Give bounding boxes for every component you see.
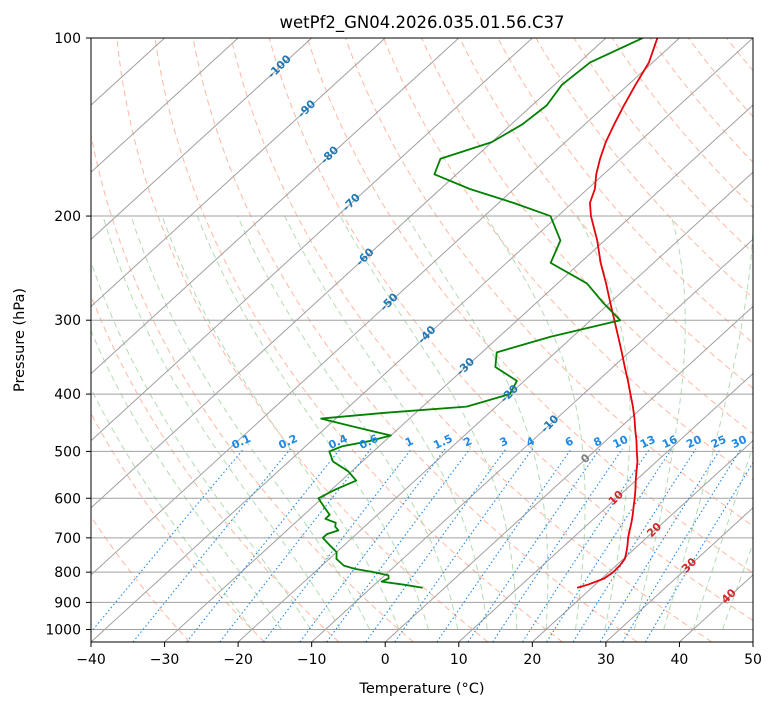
dry-adiabat <box>306 38 753 574</box>
mixing-ratio-line <box>467 448 601 642</box>
isotherm-line <box>91 38 313 241</box>
mixing-ratio-label: 20 <box>684 433 704 451</box>
isotherm-line <box>164 104 753 642</box>
mixing-ratio-label: 16 <box>660 433 680 451</box>
dry-adiabat <box>91 412 265 642</box>
isotherm-line <box>91 38 386 308</box>
isotherm-line <box>91 38 239 173</box>
x-tick-label: 30 <box>597 652 615 668</box>
y-tick-label: 600 <box>54 491 81 507</box>
isotherm-line <box>91 38 460 375</box>
y-tick-label: 300 <box>54 313 81 329</box>
mixing-ratio-line <box>436 448 572 642</box>
x-tick-label: −40 <box>76 652 106 668</box>
dry-adiabat <box>116 38 489 642</box>
moist-adiabat <box>663 216 753 630</box>
plot-frame <box>90 37 754 643</box>
y-tick-label: 500 <box>54 444 81 460</box>
mixing-ratio-line <box>394 448 534 642</box>
x-tick-label: 50 <box>744 652 762 668</box>
isotherm-line <box>91 38 533 442</box>
isotherm-line <box>311 238 753 642</box>
y-tick-label: 700 <box>54 531 81 547</box>
background-grid <box>91 38 753 642</box>
y-tick-label: 800 <box>54 565 81 581</box>
isotherm-line <box>384 305 753 642</box>
y-tick-label: 400 <box>54 387 81 403</box>
dewpoint-profile <box>317 38 644 589</box>
moist-adiabat <box>102 215 341 630</box>
isotherm-line <box>531 439 753 642</box>
dry-adiabat <box>91 132 414 642</box>
mixing-ratio-line <box>299 448 446 642</box>
x-tick-label: 40 <box>671 652 689 668</box>
dry-adiabat <box>192 38 638 642</box>
mixing-ratio-line <box>492 448 623 642</box>
isotherm-line <box>91 38 753 642</box>
isotherm-line <box>605 507 753 642</box>
mixing-ratio-line <box>219 448 372 642</box>
x-tick-label: 20 <box>523 652 541 668</box>
x-tick-label: −30 <box>150 652 180 668</box>
y-axis-label: Pressure (hPa) <box>12 288 28 392</box>
isotherm-line <box>91 38 680 576</box>
mixing-ratio-label: 25 <box>709 433 728 451</box>
y-tick-label: 200 <box>54 209 81 225</box>
y-tick-label: 900 <box>54 595 81 611</box>
dry-adiabat <box>344 38 753 527</box>
y-tick-label: 1000 <box>45 622 81 638</box>
chart-title: wetPf2_GN04.2026.035.01.56.C37 <box>280 13 565 33</box>
isotherm-line <box>237 171 753 642</box>
dry-adiabat <box>268 38 753 622</box>
dry-adiabat <box>91 515 191 642</box>
x-tick-label: −20 <box>223 652 253 668</box>
mixing-ratio-label: 36 <box>750 433 770 451</box>
x-tick-label: 10 <box>450 652 468 668</box>
temperature-profile <box>576 38 659 589</box>
dry-adiabat <box>154 38 563 642</box>
mixing-ratio-line <box>132 448 291 642</box>
axes: −40 −30 −20 −10 0 10 20 30 40 50 100 200 300 400 500 60… <box>45 31 762 668</box>
mixing-ratio-line <box>186 448 341 642</box>
isotherm-line <box>458 372 753 642</box>
mixing-ratio-line <box>546 448 673 642</box>
y-tick-label: 100 <box>54 31 81 47</box>
mixing-ratio-line <box>522 448 651 642</box>
mixing-ratio-label: 10 <box>611 433 631 451</box>
mixing-ratio-label: 30 <box>729 433 749 451</box>
mixing-ratio-line <box>599 448 722 642</box>
mixing-ratio-line <box>365 448 507 642</box>
mixing-ratio-label: 13 <box>638 433 657 451</box>
x-tick-label: 0 <box>381 652 390 668</box>
isotherm-line <box>91 38 607 509</box>
x-tick-label: −10 <box>297 652 327 668</box>
profile-lines <box>317 38 659 589</box>
mixing-ratio-line <box>326 448 471 642</box>
x-axis-label: Temperature (°C) <box>358 681 484 697</box>
